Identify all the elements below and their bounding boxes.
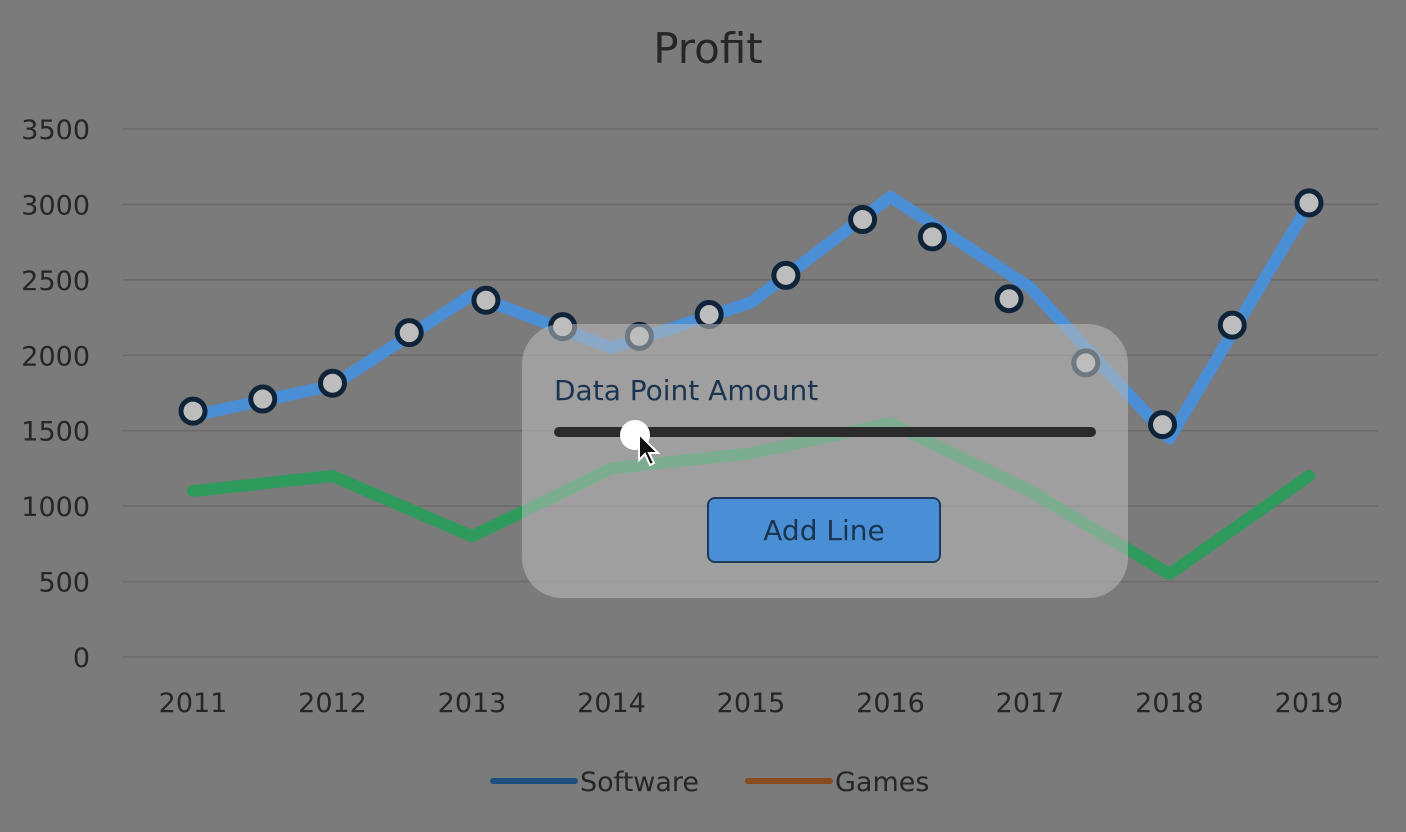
add-line-panel: Data Point Amount Add Line	[522, 324, 1128, 598]
x-tick-label: 2013	[438, 688, 507, 719]
y-tick-label: 2000	[21, 341, 90, 372]
data-point-marker	[771, 260, 801, 290]
legend-label-software: Software	[580, 767, 699, 798]
x-tick-label: 2017	[996, 688, 1065, 719]
y-tick-label: 3500	[21, 115, 90, 146]
x-tick-label: 2018	[1135, 688, 1204, 719]
x-tick-label: 2016	[856, 688, 925, 719]
data-point-marker	[318, 368, 347, 398]
x-tick-label: 2014	[577, 688, 646, 719]
data-point-marker	[994, 284, 1024, 314]
data-point-marker	[848, 205, 878, 235]
data-point-marker	[248, 384, 278, 414]
x-tick-label: 2011	[159, 688, 228, 719]
data-point-marker	[1148, 410, 1178, 440]
data-point-marker	[178, 396, 208, 426]
x-tick-label: 2012	[298, 688, 367, 719]
data-point-marker	[1294, 188, 1324, 218]
chart-title: Profit	[653, 24, 763, 73]
y-tick-label: 500	[38, 568, 90, 599]
y-tick-label: 1500	[21, 417, 90, 448]
y-tick-label: 0	[73, 643, 90, 674]
y-tick-label: 3000	[21, 190, 90, 221]
mouse-cursor-icon	[638, 432, 661, 467]
y-tick-label: 1000	[21, 492, 90, 523]
data-point-marker	[471, 285, 501, 315]
y-tick-label: 2500	[21, 266, 90, 297]
data-point-slider-track[interactable]	[554, 427, 1096, 437]
slider-label: Data Point Amount	[554, 374, 819, 407]
add-line-button[interactable]: Add Line	[707, 497, 941, 563]
data-point-marker	[917, 222, 947, 252]
data-point-marker	[394, 318, 424, 348]
x-tick-label: 2019	[1275, 688, 1344, 719]
data-point-marker	[694, 300, 724, 330]
data-point-marker	[1217, 310, 1247, 340]
x-tick-label: 2015	[717, 688, 786, 719]
legend-label-games: Games	[835, 767, 929, 798]
